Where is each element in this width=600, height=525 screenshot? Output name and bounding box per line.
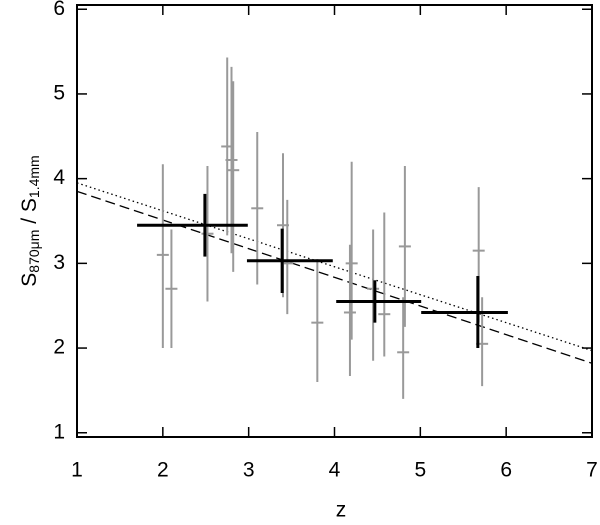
x-axis-label: z	[336, 499, 347, 522]
y-tick-label: 5	[53, 81, 65, 104]
y-tick-label: 6	[53, 0, 65, 20]
y-label-part: S	[18, 273, 41, 287]
x-tick-label: 7	[586, 459, 598, 482]
fit-line	[76, 182, 593, 352]
y-axis-label: S870μm / S1.4mm	[18, 155, 42, 286]
x-tick-label: 4	[329, 459, 341, 482]
y-tick-label: 3	[53, 251, 65, 274]
fit-line	[76, 190, 593, 364]
x-tick-label: 6	[500, 459, 512, 482]
y-tick-label: 2	[53, 336, 65, 359]
y-tick-label: 4	[53, 166, 65, 189]
x-tick-label: 3	[243, 459, 255, 482]
x-tick-label: 5	[414, 459, 426, 482]
y-label-sub: 870μm	[26, 230, 42, 273]
plot-frame	[76, 4, 593, 438]
y-tick-label: 1	[53, 420, 65, 443]
x-tick-label: 2	[157, 459, 169, 482]
y-label-sub: 1.4mm	[26, 155, 42, 198]
x-tick-label: 1	[71, 459, 83, 482]
y-label-part: / S	[18, 198, 41, 230]
